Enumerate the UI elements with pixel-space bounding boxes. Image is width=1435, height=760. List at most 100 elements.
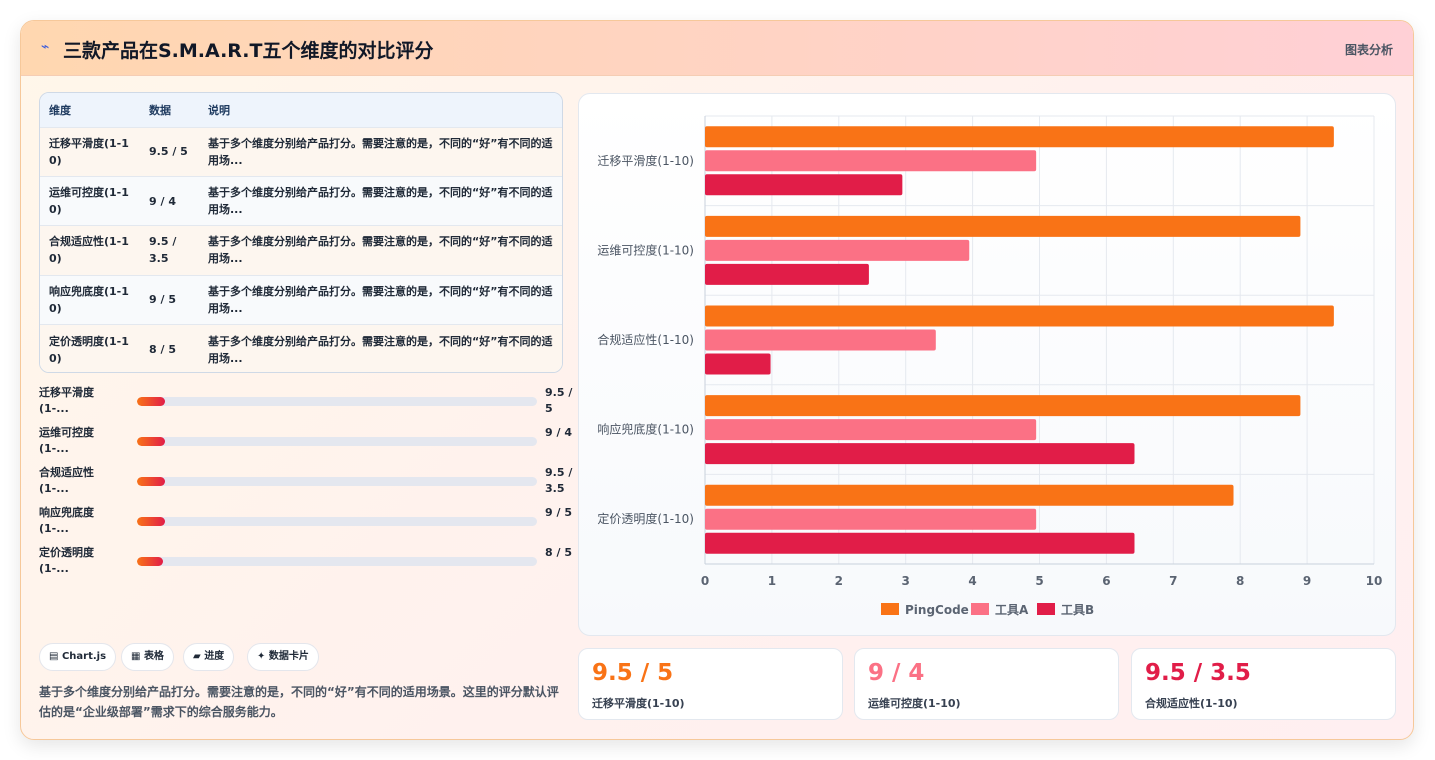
bar	[705, 484, 1234, 506]
column-header: 数据	[149, 103, 171, 117]
progress-track	[137, 517, 537, 526]
y-tick-label: 迁移平滑度(1-10)	[597, 153, 694, 168]
bar	[705, 126, 1334, 148]
progress-value: 9.5 / 3.5	[545, 466, 573, 495]
cell-dimension: 响应兜底度(1-10)	[49, 284, 129, 315]
cell-description: 基于多个维度分别给产品打分。需要注意的是，不同的“好”有不同的适用场...	[199, 275, 562, 324]
chip-label: 进度	[204, 651, 225, 662]
cell-data: 9 / 5	[149, 293, 176, 307]
bar	[705, 353, 771, 375]
x-tick-label: 2	[835, 574, 843, 588]
chart-icon: ▤	[49, 651, 59, 662]
y-tick-label: 运维可控度(1-10)	[597, 242, 694, 257]
x-tick-label: 1	[768, 574, 776, 588]
stat-value: 9 / 4	[868, 660, 925, 686]
progress-value: 9 / 5	[545, 506, 572, 519]
progress-item: 定价透明度(1-... 8 / 5	[39, 544, 572, 580]
legend-swatch	[1037, 603, 1055, 615]
stat-label: 运维可控度(1-10)	[868, 697, 961, 710]
description-text: 基于多个维度分别给产品打分。需要注意的是，不同的“好”有不同的适用场...	[208, 235, 553, 266]
x-tick-label: 4	[968, 574, 976, 588]
progress-fill	[137, 477, 165, 486]
data-table: 维度 数据 说明 迁移平滑度(1-10) 9.5 / 5 基于多个维度分别给产品…	[39, 92, 563, 373]
legend-label: 工具B	[1061, 603, 1094, 617]
y-tick-label: 定价透明度(1-10)	[597, 511, 694, 526]
header-tag: 图表分析	[1344, 43, 1393, 57]
bar-chart: 迁移平滑度(1-10) 运维可控度(1-10) 合规适应性(1-10) 响应兜底度(1…	[597, 115, 1383, 617]
progress-icon: ▰	[193, 651, 201, 662]
chip-chartjs[interactable]: ▤ Chart.js	[39, 643, 117, 671]
legend-swatch	[881, 603, 899, 615]
table-row: 定价透明度(1-10) 8 / 5 基于多个维度分别给产品打分。需要注意的是，不…	[40, 324, 562, 372]
cell-description: 基于多个维度分别给产品打分。需要注意的是，不同的“好”有不同的适用场...	[199, 325, 562, 372]
footnote: 基于多个维度分别给产品打分。需要注意的是，不同的“好”有不同的适用场景。这里的评…	[39, 685, 559, 719]
chart-panel: 迁移平滑度(1-10) 运维可控度(1-10) 合规适应性(1-10) 响应兜底度(1…	[578, 93, 1396, 636]
description-text: 基于多个维度分别给产品打分。需要注意的是，不同的“好”有不同的适用场...	[208, 284, 553, 315]
cell-description: 基于多个维度分别给产品打分。需要注意的是，不同的“好”有不同的适用场...	[199, 226, 562, 275]
bar	[705, 532, 1135, 554]
stat-label: 迁移平滑度(1-10)	[592, 697, 685, 710]
analysis-card: ⌁ 三款产品在S.M.A.R.T五个维度的对比评分 图表分析 维度 数据 说明 …	[20, 20, 1414, 740]
stat-value: 9.5 / 5	[592, 660, 674, 686]
progress-item: 响应兜底度(1-... 9 / 5	[39, 504, 572, 540]
table-row: 运维可控度(1-10) 9 / 4 基于多个维度分别给产品打分。需要注意的是，不…	[40, 176, 562, 226]
progress-track	[137, 477, 537, 486]
progress-label: 定价透明度(1-...	[39, 546, 94, 575]
progress-item: 合规适应性(1-... 9.5 / 3.5	[39, 464, 572, 500]
progress-label: 响应兜底度(1-...	[39, 506, 94, 535]
cell-description: 基于多个维度分别给产品打分。需要注意的是，不同的“好”有不同的适用场...	[199, 176, 562, 225]
page-title: 三款产品在S.M.A.R.T五个维度的对比评分	[63, 40, 434, 62]
progress-track	[137, 437, 537, 446]
legend-label: 工具A	[995, 603, 1029, 617]
stat-card: 9 / 4 运维可控度(1-10)	[854, 648, 1119, 720]
bar	[705, 174, 903, 196]
stat-label: 合规适应性(1-10)	[1145, 697, 1238, 710]
cell-description: 基于多个维度分别给产品打分。需要注意的是，不同的“好”有不同的适用场...	[199, 127, 562, 176]
description-text: 基于多个维度分别给产品打分。需要注意的是，不同的“好”有不同的适用场...	[208, 186, 553, 217]
x-tick-label: 10	[1366, 574, 1383, 588]
table-header-row: 维度 数据 说明	[40, 93, 562, 127]
description-text: 基于多个维度分别给产品打分。需要注意的是，不同的“好”有不同的适用场...	[208, 334, 553, 365]
progress-fill	[137, 437, 165, 446]
chip-label: Chart.js	[61, 651, 107, 662]
table-row: 响应兜底度(1-10) 9 / 5 基于多个维度分别给产品打分。需要注意的是，不…	[40, 275, 562, 325]
bar	[705, 443, 1135, 465]
bar	[705, 215, 1301, 237]
progress-value: 9 / 4	[545, 426, 572, 439]
bar	[705, 263, 869, 285]
x-tick-label: 0	[701, 574, 709, 588]
progress-fill	[137, 517, 165, 526]
bar	[705, 150, 1037, 172]
progress-track	[137, 397, 537, 406]
y-tick-label: 合规适应性(1-10)	[597, 332, 694, 347]
bar	[705, 395, 1301, 417]
card-header: ⌁ 三款产品在S.M.A.R.T五个维度的对比评分 图表分析	[21, 21, 1413, 76]
chip-data-card[interactable]: ✦ 数据卡片	[247, 643, 319, 671]
legend-label: PingCode	[905, 603, 969, 617]
cell-dimension: 运维可控度(1-10)	[49, 186, 129, 217]
progress-item: 迁移平滑度(1-... 9.5 / 5	[39, 384, 572, 420]
chip-progress[interactable]: ▰ 进度	[183, 643, 235, 671]
x-tick-label: 3	[902, 574, 910, 588]
cell-data: 9 / 4	[149, 194, 176, 208]
bar	[705, 329, 936, 351]
progress-label: 运维可控度(1-...	[39, 426, 94, 455]
progress-fill	[137, 397, 165, 406]
column-header: 维度	[49, 103, 71, 117]
x-tick-label: 8	[1236, 574, 1244, 588]
bar	[705, 419, 1037, 441]
progress-fill	[137, 557, 163, 566]
progress-item: 运维可控度(1-... 9 / 4	[39, 424, 572, 460]
chip-table[interactable]: ▦ 表格	[121, 643, 174, 671]
progress-value: 8 / 5	[545, 546, 572, 559]
bar	[705, 305, 1334, 327]
stat-card: 9.5 / 5 迁移平滑度(1-10)	[578, 648, 843, 720]
progress-track	[137, 557, 537, 566]
cell-data: 9.5 / 5	[149, 145, 188, 159]
x-tick-label: 7	[1169, 574, 1177, 588]
pulse-icon: ⌁	[41, 39, 50, 55]
column-header: 说明	[208, 103, 230, 117]
progress-label: 迁移平滑度(1-...	[39, 386, 94, 415]
stat-card: 9.5 / 3.5 合规适应性(1-10)	[1131, 648, 1396, 720]
x-tick-label: 6	[1102, 574, 1110, 588]
